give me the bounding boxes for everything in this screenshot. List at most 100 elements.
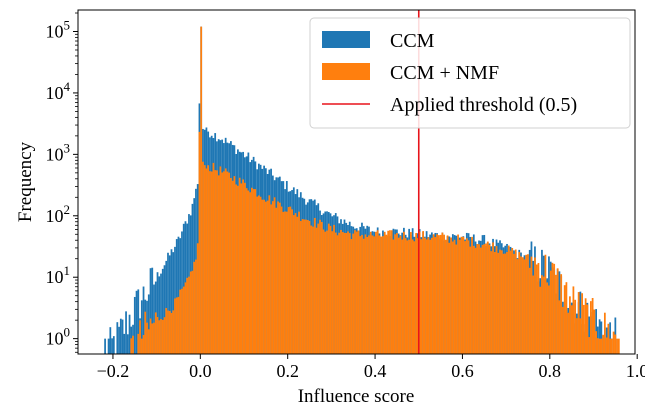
histogram-bar (567, 312, 570, 354)
histogram-bar (263, 199, 265, 354)
x-tick-label: 0.6 (451, 361, 474, 381)
histogram-bar (610, 338, 613, 354)
histogram-bar (355, 231, 358, 354)
histogram-bar (146, 322, 148, 354)
histogram-bar (581, 293, 584, 354)
histogram-bar (376, 230, 379, 354)
histogram-bar (380, 236, 383, 354)
histogram-bar (280, 206, 283, 354)
histogram-bar (579, 318, 582, 354)
histogram-bar (389, 230, 391, 354)
legend-label-ccm-nmf: CCM + NMF (390, 62, 499, 84)
histogram-bar (160, 273, 162, 354)
legend-swatch-ccm (322, 31, 370, 48)
histogram-bar (534, 257, 536, 354)
histogram-bar (593, 309, 596, 354)
histogram-bar (221, 172, 224, 354)
histogram-bar (285, 211, 288, 354)
histogram-bar (188, 276, 190, 354)
histogram-bar (569, 296, 571, 354)
histogram-bar (514, 249, 517, 354)
histogram-bar (338, 232, 341, 354)
y-axis-label: Frequency (15, 141, 36, 222)
histogram-bar (231, 180, 234, 354)
y-tick-label: 102 (46, 202, 71, 226)
histogram-bar (336, 235, 339, 354)
x-axis: −0.2 0.0 0.2 0.4 0.6 0.8 1.0 (97, 354, 645, 381)
histogram-bar (617, 338, 620, 354)
histogram-bar (443, 234, 445, 354)
histogram-bar (331, 231, 334, 354)
x-tick-label: 0.2 (276, 361, 299, 381)
histogram-bar (434, 237, 437, 354)
histogram-bar (247, 190, 250, 354)
histogram-bar (182, 286, 185, 354)
histogram-bar (460, 236, 463, 354)
histogram-bar (275, 207, 278, 354)
histogram-bar (205, 168, 208, 354)
histogram-bar (202, 161, 204, 354)
histogram-bar (616, 338, 618, 354)
histogram-bar (410, 232, 412, 354)
histogram-bar (158, 320, 161, 354)
histogram-bar (390, 230, 393, 354)
histogram-bar (555, 274, 557, 354)
y-axis: 100 101 102 103 104 105 (46, 12, 78, 353)
histogram-bar (596, 338, 599, 354)
histogram-bar (224, 168, 227, 354)
histogram-bar (326, 230, 328, 354)
histogram-bar (556, 268, 559, 354)
histogram-bar (541, 275, 543, 354)
histogram-bar (277, 201, 279, 354)
histogram-bar (382, 236, 384, 354)
histogram-bar (245, 188, 248, 354)
histogram-bar (252, 189, 255, 354)
histogram-bar (420, 239, 423, 354)
histogram-bar (172, 310, 175, 354)
histogram-bar (140, 300, 143, 354)
histogram-bar (586, 304, 589, 354)
histogram-bar (147, 329, 150, 354)
histogram-bar (588, 316, 591, 354)
x-tick-label: 0.8 (539, 361, 562, 381)
histogram-bar (488, 244, 491, 354)
x-tick-label: 0.0 (189, 361, 212, 381)
histogram-bar (167, 252, 169, 354)
histogram-bar (233, 176, 236, 354)
histogram-bar (249, 192, 251, 354)
histogram-bar (153, 284, 155, 354)
histogram-bar (179, 289, 182, 354)
histogram-bar (230, 177, 232, 354)
histogram-bar (535, 264, 538, 354)
histogram-bar (254, 189, 257, 354)
histogram-bar (549, 270, 552, 354)
histogram-bar (104, 338, 106, 354)
series-ccm-nmf-bars (130, 26, 620, 354)
histogram-bar (347, 231, 349, 354)
histogram-bar (161, 319, 164, 354)
histogram-bar (207, 165, 210, 354)
histogram-bar (364, 234, 367, 354)
histogram-bar (465, 238, 468, 354)
histogram-bar (361, 234, 363, 354)
histogram-bar (406, 240, 409, 354)
histogram-bar (240, 183, 243, 354)
histogram-bar (483, 244, 486, 354)
histogram-bar (492, 242, 494, 354)
histogram-bar (142, 334, 145, 354)
histogram-bar (430, 237, 433, 354)
histogram-bar (294, 213, 297, 354)
histogram-bar (600, 338, 603, 354)
histogram-bar (198, 131, 201, 354)
histogram-bar (223, 171, 225, 354)
histogram-bar (165, 308, 168, 354)
histogram-bar (474, 247, 477, 354)
histogram-bar (268, 195, 271, 354)
histogram-bar (478, 244, 480, 354)
histogram-bar (341, 232, 344, 354)
histogram-bar (502, 253, 505, 354)
histogram-bar (511, 248, 514, 354)
histogram-bar (193, 261, 196, 354)
y-tick-label: 100 (46, 325, 71, 349)
